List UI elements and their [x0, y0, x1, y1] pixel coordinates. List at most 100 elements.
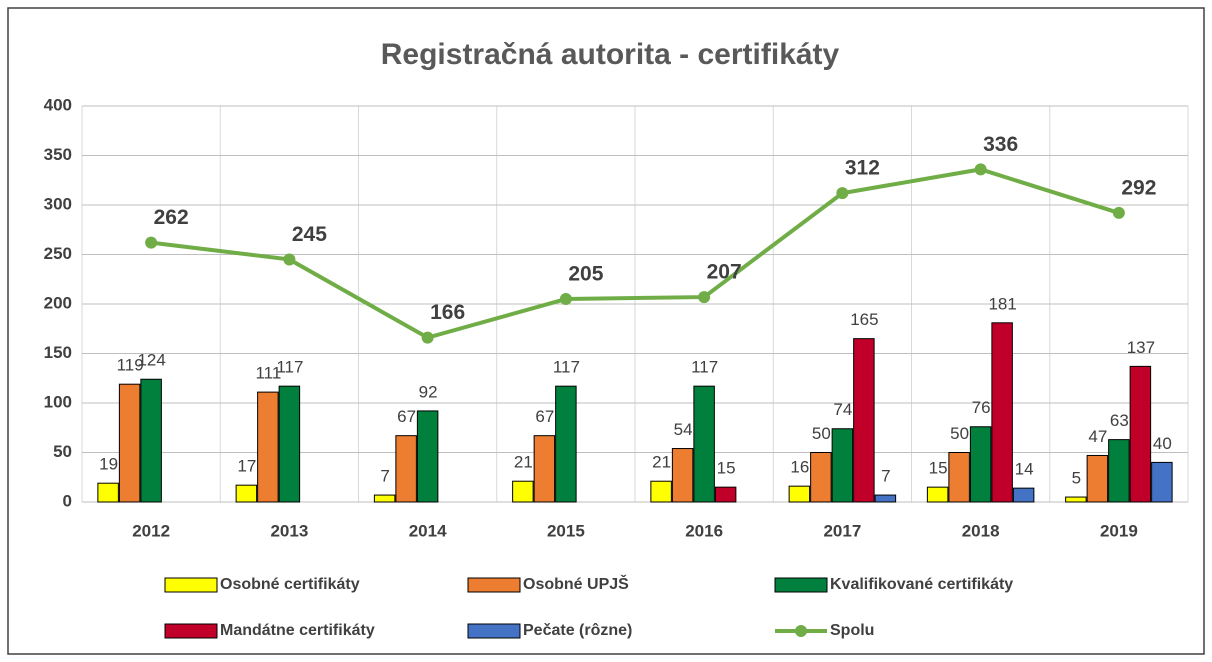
bar-value-label: 76	[972, 398, 991, 417]
bar-value-label: 17	[237, 457, 256, 476]
bar-value-label: 137	[1127, 338, 1155, 357]
bar-value-label: 16	[790, 458, 809, 477]
bar	[1012, 487, 1035, 503]
x-tick-label: 2019	[1100, 521, 1138, 540]
line-value-label: 336	[983, 133, 1018, 156]
x-tick-label: 2016	[685, 521, 723, 540]
bar	[278, 385, 301, 503]
line	[150, 167, 1120, 340]
line-point	[283, 253, 296, 266]
bar	[416, 410, 439, 503]
bar	[969, 426, 992, 503]
bar-value-label: 7	[380, 467, 389, 486]
bar	[140, 378, 162, 503]
bar	[512, 480, 534, 503]
bar-value-label: 117	[553, 358, 580, 377]
bar	[853, 338, 875, 503]
bar-value-label: 21	[514, 453, 533, 472]
y-tick-label: 350	[44, 145, 72, 164]
bar-value-label: 117	[691, 358, 718, 377]
legend-label: Osobné certifikáty	[220, 576, 360, 593]
bar	[788, 485, 811, 503]
line-value-label: 166	[430, 301, 465, 324]
bar	[831, 428, 854, 503]
bar	[395, 435, 417, 503]
bar	[1151, 461, 1173, 503]
legend-label: Pečate (rôzne)	[523, 622, 632, 639]
bar	[693, 385, 715, 503]
y-tick-label: 100	[44, 392, 72, 411]
bar-value-label: 117	[276, 358, 303, 377]
bar	[257, 391, 279, 503]
legend-label: Mandátne certifikáty	[220, 622, 375, 639]
line-point	[145, 236, 158, 249]
bar-value-label: 47	[1088, 427, 1107, 446]
y-tick-label: 150	[44, 343, 72, 362]
chart-border	[7, 7, 1205, 655]
bar	[1129, 365, 1152, 503]
bar	[650, 480, 672, 503]
bar-value-label: 5	[1072, 469, 1081, 488]
bar-value-label: 119	[117, 356, 144, 375]
bar-value-label: 7	[881, 467, 890, 486]
legend-marker	[795, 625, 807, 637]
legend-label: Osobné UPJŠ	[523, 574, 629, 593]
line-point	[836, 187, 849, 200]
line-point	[974, 163, 987, 176]
y-tick-label: 50	[53, 442, 72, 461]
bar-value-label: 19	[99, 455, 118, 474]
line-point	[698, 291, 711, 304]
x-tick-label: 2018	[962, 521, 1000, 540]
bar	[926, 486, 949, 503]
bar	[97, 482, 119, 503]
legend-label: Kvalifikované certifikáty	[830, 576, 1013, 593]
bar-value-label: 124	[137, 351, 165, 370]
bar-value-label: 63	[1110, 411, 1129, 430]
legend-swatch	[467, 577, 521, 593]
legend-swatch	[164, 577, 218, 593]
line-value-label: 205	[568, 263, 603, 286]
y-tick-label: 400	[44, 95, 72, 114]
bar	[948, 452, 970, 503]
bar-value-label: 15	[929, 459, 948, 478]
bar	[810, 452, 832, 503]
bar-value-label: 74	[833, 400, 852, 419]
line-value-label: 312	[845, 157, 880, 180]
bar-value-label: 111	[255, 364, 281, 383]
x-tick-label: 2013	[270, 521, 308, 540]
bar	[714, 486, 737, 503]
y-tick-label: 300	[44, 194, 72, 213]
legend-swatch	[774, 577, 828, 593]
bar	[235, 484, 258, 503]
bar	[1086, 454, 1109, 503]
bar-value-label: 40	[1153, 434, 1172, 453]
legend-swatch	[164, 623, 218, 639]
bar	[555, 385, 577, 503]
legend-swatch	[467, 623, 521, 639]
y-tick-label: 250	[44, 244, 72, 263]
line-value-label: 207	[707, 261, 742, 284]
y-tick-label: 200	[44, 293, 72, 312]
bar	[1108, 439, 1130, 503]
chart-title: Registračná autorita - certifikáty	[381, 38, 840, 71]
bar	[991, 322, 1013, 503]
bar	[671, 448, 694, 503]
bar-value-label: 15	[717, 459, 736, 478]
line-value-label: 262	[154, 206, 189, 229]
line-point	[1112, 206, 1125, 219]
bar-value-label: 92	[419, 382, 438, 401]
line-point	[421, 331, 434, 344]
line-point	[559, 293, 572, 306]
bar-value-label: 67	[535, 407, 554, 426]
bar-value-label: 54	[674, 420, 693, 439]
bar-value-label: 50	[812, 424, 831, 443]
bar-value-label: 181	[988, 294, 1016, 313]
bar-value-label: 165	[850, 310, 878, 329]
bar	[118, 383, 141, 503]
bar	[874, 494, 897, 503]
legend-label: Spolu	[830, 622, 874, 639]
bar	[373, 494, 396, 503]
x-tick-label: 2015	[547, 521, 585, 540]
bar-value-label: 14	[1015, 460, 1034, 479]
